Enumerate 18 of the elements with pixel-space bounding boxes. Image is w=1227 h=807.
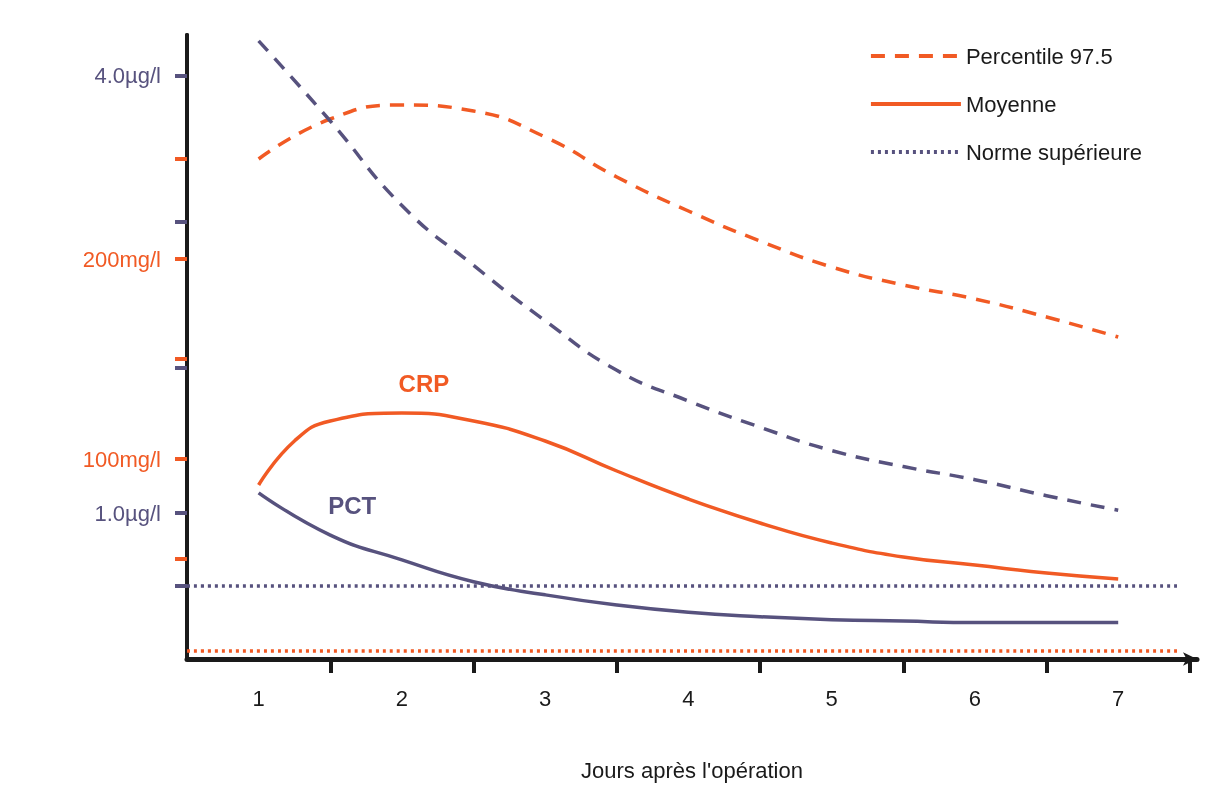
legend-label: Moyenne [965,91,1057,117]
line-series [256,411,1120,581]
x-tick-label: 7 [1112,685,1125,711]
x-tick-label: 2 [395,685,409,711]
x-tick-label: 4 [682,685,695,711]
legend-label: Percentile 97.5 [965,43,1113,69]
y-tick-label: 100mg/l [82,446,161,472]
annotation: PCT [328,491,377,519]
x-tick-label: 5 [825,685,838,711]
x-axis-title: Jours après l'opération [581,757,803,783]
legend-label: Norme supérieure [965,139,1142,165]
y2-tick-label: 1.0µg/l [94,500,161,526]
y2-tick-label: 4.0µg/l [94,63,161,89]
x-tick-label: 3 [539,685,552,711]
x-tick-label: 1 [252,685,265,711]
annotation: CRP [398,369,450,397]
x-tick-label: 6 [968,685,982,711]
y-tick-label: 200mg/l [82,246,161,272]
